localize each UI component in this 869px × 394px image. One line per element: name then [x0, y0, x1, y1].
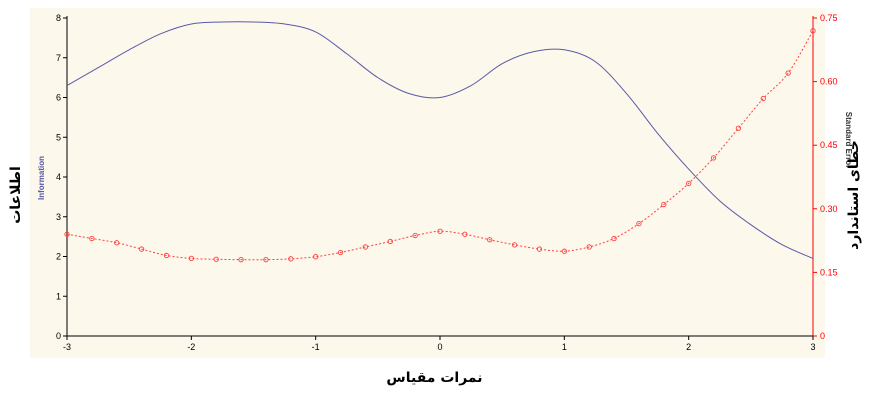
- inner-right-axis-label: Standard Error: [844, 112, 853, 168]
- standard-error-point: [636, 220, 642, 227]
- left-y-tick-label: 7: [56, 53, 61, 63]
- x-tick-label: -1: [312, 342, 320, 352]
- left-y-tick-label: 4: [56, 172, 61, 182]
- right-axis-title-text: خطای استاندارد: [846, 140, 862, 250]
- x-tick-label: 0: [437, 342, 442, 352]
- left-y-tick-label: 6: [56, 93, 61, 103]
- standard-error-point: [387, 238, 393, 245]
- standard-error-point: [337, 249, 344, 256]
- right-y-tick-label: 0: [820, 331, 825, 341]
- standard-error-point: [412, 232, 418, 239]
- x-tick-label: 3: [810, 342, 815, 352]
- standard-error-point: [114, 240, 120, 246]
- x-tick-label: -3: [63, 342, 71, 352]
- standard-error-point: [487, 237, 493, 243]
- left-y-tick-label: 0: [56, 331, 61, 341]
- standard-error-point: [785, 70, 791, 76]
- standard-error-series-line: [66, 30, 814, 261]
- x-tick-label: 1: [562, 342, 567, 352]
- information-series-line: [66, 21, 814, 259]
- left-y-tick-label: 8: [56, 13, 61, 23]
- x-tick-label: -2: [187, 342, 195, 352]
- left-y-tick-label: 5: [56, 132, 61, 142]
- standard-error-point: [362, 244, 369, 250]
- standard-error-point: [511, 242, 518, 248]
- standard-error-point: [735, 125, 742, 131]
- standard-error-point: [462, 231, 468, 237]
- left-y-tick-label: 1: [56, 291, 61, 301]
- standard-error-point: [138, 246, 145, 252]
- right-y-tick-label: 0.60: [820, 77, 838, 87]
- standard-error-point: [661, 201, 667, 208]
- standard-error-point: [163, 252, 170, 259]
- standard-error-point: [710, 155, 717, 161]
- standard-error-point: [188, 255, 194, 262]
- standard-error-point: [288, 256, 294, 262]
- standard-error-point: [437, 228, 443, 234]
- right-y-tick-label: 0.30: [820, 204, 838, 214]
- standard-error-point: [536, 246, 543, 252]
- left-y-tick-label: 3: [56, 212, 61, 222]
- right-axis-title: خطای استاندارد: [842, 100, 866, 290]
- right-y-tick-label: 0.45: [820, 140, 838, 150]
- standard-error-point: [313, 254, 319, 260]
- standard-error-point: [64, 231, 70, 237]
- left-axis-title: اطلاعات: [4, 120, 28, 270]
- right-y-tick-label: 0.75: [820, 13, 838, 23]
- standard-error-point: [561, 248, 567, 254]
- right-y-tick-label: 0.15: [820, 267, 838, 277]
- standard-error-point: [686, 180, 692, 187]
- left-axis-title-text: اطلاعات: [8, 166, 25, 224]
- standard-error-point: [213, 256, 219, 262]
- standard-error-point: [810, 28, 816, 34]
- plot-frame-background: [30, 8, 825, 358]
- x-tick-label: 2: [686, 342, 691, 352]
- standard-error-point: [586, 244, 592, 250]
- standard-error-point: [89, 235, 95, 242]
- left-y-tick-label: 2: [56, 252, 61, 262]
- inner-left-axis-label: Information: [37, 156, 46, 200]
- x-axis-title: نمرات مقياس: [386, 370, 483, 386]
- standard-error-point: [611, 235, 617, 242]
- standard-error-point: [238, 257, 244, 263]
- standard-error-point: [263, 257, 269, 263]
- standard-error-point: [760, 95, 766, 102]
